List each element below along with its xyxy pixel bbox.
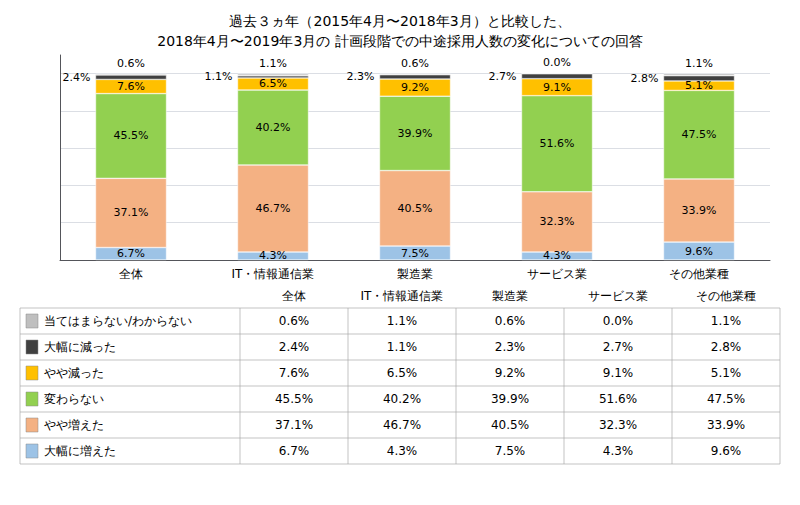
svg-text:47.5%: 47.5% xyxy=(682,128,717,141)
svg-text:6.5%: 6.5% xyxy=(387,366,418,380)
svg-text:6.7%: 6.7% xyxy=(279,444,310,458)
svg-text:9.1%: 9.1% xyxy=(543,81,571,94)
svg-text:過去３ヵ年（2015年4月〜2018年3月）と比較した、: 過去３ヵ年（2015年4月〜2018年3月）と比較した、 xyxy=(229,13,570,29)
svg-text:全体: 全体 xyxy=(282,289,306,303)
svg-text:39.9%: 39.9% xyxy=(398,127,433,140)
svg-text:46.7%: 46.7% xyxy=(256,202,291,215)
svg-text:0.6%: 0.6% xyxy=(117,57,145,70)
svg-text:51.6%: 51.6% xyxy=(599,392,637,406)
svg-text:4.3%: 4.3% xyxy=(543,249,571,262)
svg-text:やや減った: やや減った xyxy=(44,366,104,380)
svg-text:40.2%: 40.2% xyxy=(383,392,421,406)
svg-text:当てはまらない/わからない: 当てはまらない/わからない xyxy=(44,314,192,328)
svg-text:2.8%: 2.8% xyxy=(631,72,659,85)
svg-text:2.7%: 2.7% xyxy=(489,70,517,83)
svg-text:9.2%: 9.2% xyxy=(401,81,429,94)
svg-text:6.7%: 6.7% xyxy=(117,247,145,260)
svg-text:9.2%: 9.2% xyxy=(495,366,526,380)
svg-text:大幅に減った: 大幅に減った xyxy=(44,340,116,354)
svg-text:4.3%: 4.3% xyxy=(603,444,634,458)
svg-text:37.1%: 37.1% xyxy=(275,418,313,432)
svg-text:サービス業: サービス業 xyxy=(527,267,587,281)
svg-text:9.6%: 9.6% xyxy=(711,444,742,458)
svg-text:0.6%: 0.6% xyxy=(279,314,310,328)
svg-text:7.5%: 7.5% xyxy=(401,247,429,260)
svg-text:39.9%: 39.9% xyxy=(491,392,529,406)
svg-text:0.6%: 0.6% xyxy=(401,57,429,70)
svg-text:51.6%: 51.6% xyxy=(540,137,575,150)
svg-text:46.7%: 46.7% xyxy=(383,418,421,432)
svg-text:4.3%: 4.3% xyxy=(259,249,287,262)
svg-text:2.7%: 2.7% xyxy=(603,340,634,354)
svg-text:やや増えた: やや増えた xyxy=(44,418,104,432)
svg-text:2.3%: 2.3% xyxy=(495,340,526,354)
svg-text:9.1%: 9.1% xyxy=(603,366,634,380)
svg-text:45.5%: 45.5% xyxy=(114,129,149,142)
svg-text:2018年4月〜2019年3月の 計画段階での中途採用人数の: 2018年4月〜2019年3月の 計画段階での中途採用人数の変化についての回答 xyxy=(157,33,643,49)
svg-text:IT・情報通信業: IT・情報通信業 xyxy=(361,289,444,303)
svg-text:5.1%: 5.1% xyxy=(711,366,742,380)
svg-text:0.0%: 0.0% xyxy=(603,314,634,328)
svg-text:5.1%: 5.1% xyxy=(685,79,713,92)
svg-text:7.6%: 7.6% xyxy=(279,366,310,380)
svg-text:40.5%: 40.5% xyxy=(398,202,433,215)
svg-text:33.9%: 33.9% xyxy=(682,204,717,217)
svg-text:0.0%: 0.0% xyxy=(543,56,571,69)
svg-text:7.6%: 7.6% xyxy=(117,80,145,93)
svg-text:32.3%: 32.3% xyxy=(540,215,575,228)
svg-text:2.4%: 2.4% xyxy=(63,71,91,84)
svg-text:2.8%: 2.8% xyxy=(711,340,742,354)
svg-text:製造業: 製造業 xyxy=(492,289,528,303)
svg-text:IT・情報通信業: IT・情報通信業 xyxy=(232,267,315,281)
svg-text:7.5%: 7.5% xyxy=(495,444,526,458)
svg-text:2.4%: 2.4% xyxy=(279,340,310,354)
svg-text:40.2%: 40.2% xyxy=(256,121,291,134)
svg-text:大幅に増えた: 大幅に増えた xyxy=(44,444,116,458)
svg-text:製造業: 製造業 xyxy=(397,267,433,281)
svg-text:変わらない: 変わらない xyxy=(44,392,104,406)
svg-text:1.1%: 1.1% xyxy=(259,57,287,70)
svg-text:1.1%: 1.1% xyxy=(205,70,233,83)
svg-text:0.6%: 0.6% xyxy=(495,314,526,328)
svg-text:4.3%: 4.3% xyxy=(387,444,418,458)
svg-text:37.1%: 37.1% xyxy=(114,206,149,219)
svg-text:1.1%: 1.1% xyxy=(711,314,742,328)
svg-text:その他業種: その他業種 xyxy=(669,267,729,281)
svg-text:サービス業: サービス業 xyxy=(588,289,648,303)
svg-text:45.5%: 45.5% xyxy=(275,392,313,406)
svg-text:全体: 全体 xyxy=(119,267,143,281)
svg-text:9.6%: 9.6% xyxy=(685,245,713,258)
svg-text:その他業種: その他業種 xyxy=(696,289,756,303)
svg-text:47.5%: 47.5% xyxy=(707,392,745,406)
svg-text:33.9%: 33.9% xyxy=(707,418,745,432)
svg-text:6.5%: 6.5% xyxy=(259,77,287,90)
svg-text:1.1%: 1.1% xyxy=(387,314,418,328)
svg-text:32.3%: 32.3% xyxy=(599,418,637,432)
svg-text:40.5%: 40.5% xyxy=(491,418,529,432)
svg-text:1.1%: 1.1% xyxy=(387,340,418,354)
svg-text:1.1%: 1.1% xyxy=(685,57,713,70)
svg-text:2.3%: 2.3% xyxy=(347,70,375,83)
